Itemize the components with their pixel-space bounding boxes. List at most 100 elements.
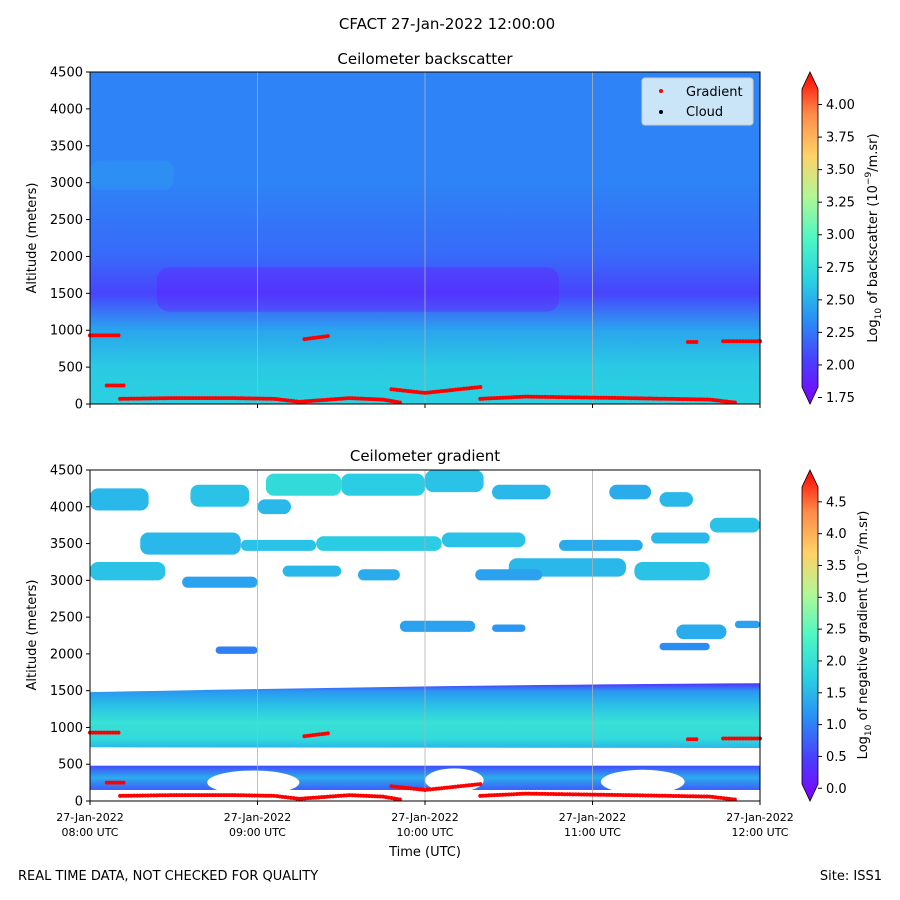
layer-marker [568, 792, 573, 797]
backscatter-title: Ceilometer backscatter [337, 50, 513, 68]
gradient-patch [609, 484, 652, 500]
backscatter-colorbar-bar [801, 71, 819, 405]
layer-marker [534, 791, 539, 796]
layer-marker [219, 396, 224, 401]
layer-marker [255, 396, 260, 401]
layer-marker [202, 396, 207, 401]
layer-marker [604, 792, 609, 797]
layer-marker [249, 396, 254, 401]
layer-marker [506, 792, 511, 797]
layer-marker [235, 396, 240, 401]
layer-marker [615, 792, 620, 797]
layer-marker [582, 792, 587, 797]
layer-marker [604, 395, 609, 400]
layer-marker [682, 794, 687, 799]
layer-marker [492, 793, 497, 798]
gradient-x-ticks: 27-Jan-2022 08:00 UTC 27-Jan-2022 09:00 UTC… [56, 801, 794, 839]
layer-marker [105, 333, 110, 338]
layer-marker [610, 395, 615, 400]
layer-marker [168, 396, 173, 401]
layer-marker [640, 396, 645, 401]
layer-marker [699, 794, 704, 799]
layer-marker [118, 396, 123, 401]
layer-marker [503, 395, 508, 400]
layer-marker [743, 339, 748, 344]
layer-marker [596, 792, 601, 797]
layer-marker [140, 793, 145, 798]
gradient-colorbar-ticks: 0.0 0.5 1.0 1.5 2.0 2.5 3.0 3.5 4.0 4.5 [818, 495, 847, 797]
colorbar-tick-label: 2.00 [826, 358, 855, 373]
colorbar-tick-label: 1.75 [826, 391, 855, 406]
layer-marker [682, 397, 687, 402]
layer-marker [308, 336, 313, 341]
layer-marker [559, 792, 564, 797]
layer-marker [693, 794, 698, 799]
gradient-patch [734, 620, 760, 629]
layer-marker [180, 396, 185, 401]
layer-marker [677, 794, 682, 799]
colorbar-tick-label: 2.50 [826, 293, 855, 308]
gradient-patch [265, 473, 342, 496]
y-tick-label: 0 [75, 398, 83, 413]
layer-marker [185, 396, 190, 401]
layer-marker [517, 791, 522, 796]
layer-marker [132, 396, 137, 401]
layer-marker [219, 793, 224, 798]
layer-marker [520, 394, 525, 399]
layer-marker [749, 339, 754, 344]
layer-marker [481, 396, 486, 401]
layer-marker [191, 793, 196, 798]
layer-marker [216, 793, 221, 798]
layer-marker [478, 396, 483, 401]
gradient-patch [240, 539, 317, 551]
layer-marker [537, 394, 542, 399]
layer-marker [640, 793, 645, 798]
layer-marker [163, 396, 168, 401]
layer-marker [146, 396, 151, 401]
layer-marker [311, 733, 316, 738]
layer-marker [157, 793, 162, 798]
layer-marker [107, 333, 112, 338]
layer-marker [478, 385, 483, 390]
layer-marker [174, 793, 179, 798]
layer-marker [651, 396, 656, 401]
layer-marker [607, 792, 612, 797]
gradient-patch [659, 492, 693, 507]
layer-marker [568, 395, 573, 400]
layer-marker [208, 793, 213, 798]
layer-marker [632, 793, 637, 798]
layer-marker [152, 793, 157, 798]
gradient-colorbar-label: Log10 of negative gradient (10−9/m.sr) [854, 511, 874, 760]
layer-marker [90, 333, 95, 338]
x-tick-time: 10:00 UTC [396, 826, 453, 839]
colorbar-tick-label: 4.00 [826, 98, 855, 113]
layer-marker [677, 397, 682, 402]
layer-marker [110, 383, 115, 388]
layer-marker [587, 792, 592, 797]
layer-marker [113, 383, 118, 388]
backscatter-colorbar-ticks: 1.75 2.00 2.25 2.50 2.75 3.00 3.25 3.50 3.75 4.00 [818, 98, 855, 406]
layer-marker [244, 396, 249, 401]
layer-marker [121, 780, 126, 785]
layer-marker [120, 793, 125, 798]
layer-marker [196, 793, 201, 798]
layer-marker [99, 333, 104, 338]
layer-marker [598, 395, 603, 400]
layer-marker [132, 793, 137, 798]
layer-marker [177, 793, 182, 798]
layer-marker [520, 791, 525, 796]
layer-marker [168, 793, 173, 798]
layer-marker [618, 793, 623, 798]
layer-marker [704, 397, 709, 402]
layer-marker [671, 793, 676, 798]
y-tick-label: 0 [75, 795, 83, 810]
layer-marker [118, 780, 123, 785]
layer-marker [610, 792, 615, 797]
layer-marker [258, 396, 263, 401]
layer-marker [685, 794, 690, 799]
layer-marker [247, 396, 252, 401]
layer-marker [515, 395, 520, 400]
layer-marker [269, 396, 274, 401]
x-tick-time: 08:00 UTC [61, 826, 118, 839]
layer-marker [531, 394, 536, 399]
